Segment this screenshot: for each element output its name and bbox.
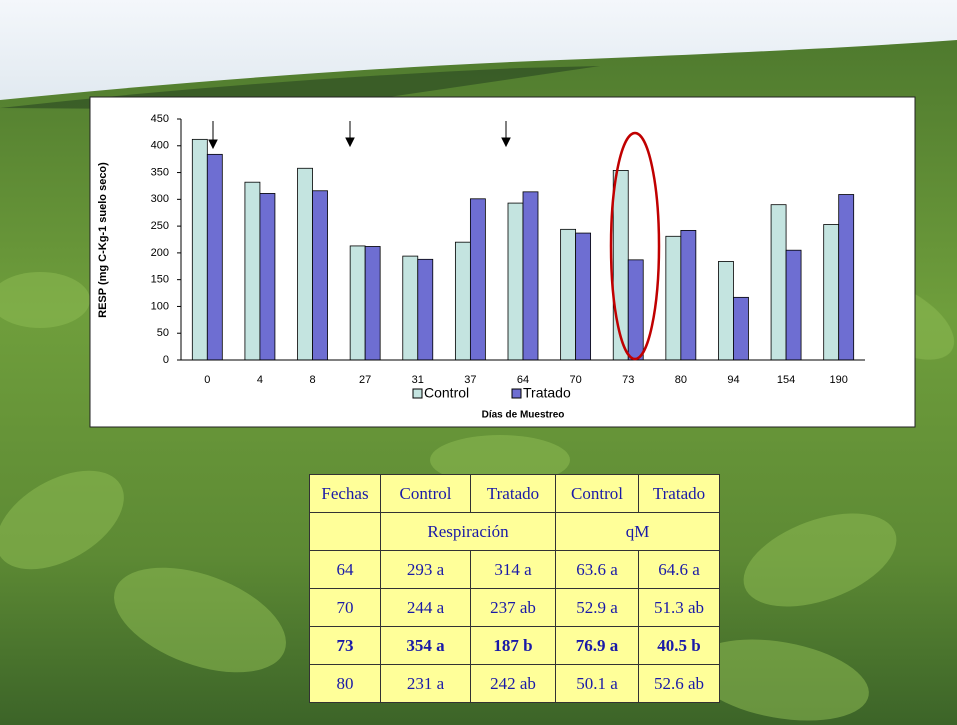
bar	[418, 259, 433, 360]
table-cell: 76.9 a	[556, 627, 639, 665]
table-cell: Tratado	[471, 475, 556, 513]
bar	[403, 256, 418, 360]
bar	[245, 182, 260, 360]
y-tick-label: 150	[151, 274, 169, 286]
x-tick-label: 27	[359, 374, 371, 386]
y-tick-label: 250	[151, 220, 169, 232]
bar	[666, 236, 681, 360]
table-cell: 187 b	[471, 627, 556, 665]
table-cell: 244 a	[381, 589, 471, 627]
bar	[613, 170, 628, 360]
table-cell: 314 a	[471, 551, 556, 589]
table-cell: 237 ab	[471, 589, 556, 627]
x-tick-label: 8	[309, 374, 315, 386]
y-axis-title: RESP (mg C-Kg-1 suelo seco)	[97, 162, 109, 318]
y-tick-label: 450	[151, 113, 169, 125]
bar	[207, 154, 222, 360]
x-tick-label: 80	[675, 374, 687, 386]
table-cell: qM	[556, 513, 720, 551]
bar	[786, 250, 801, 360]
legend-label: Tratado	[523, 385, 571, 401]
table-cell: 80	[310, 665, 381, 703]
bar	[313, 191, 328, 360]
table-cell: 52.6 ab	[639, 665, 720, 703]
x-tick-label: 0	[204, 374, 210, 386]
table-cell: 73	[310, 627, 381, 665]
table-cell	[310, 513, 381, 551]
table-cell: 63.6 a	[556, 551, 639, 589]
legend-label: Control	[424, 385, 469, 401]
y-tick-label: 200	[151, 247, 169, 259]
y-tick-label: 100	[151, 300, 169, 312]
table-cell: 40.5 b	[639, 627, 720, 665]
x-tick-label: 73	[622, 374, 634, 386]
legend-swatch	[413, 389, 422, 398]
table-cell: 242 ab	[471, 665, 556, 703]
table-cell: 64	[310, 551, 381, 589]
table-cell: Respiración	[381, 513, 556, 551]
bar	[523, 192, 538, 360]
bar	[628, 260, 643, 360]
bar	[365, 246, 380, 360]
table-cell: Control	[381, 475, 471, 513]
bar	[718, 261, 733, 360]
table-cell: 293 a	[381, 551, 471, 589]
bar	[192, 139, 207, 360]
table-cell: 231 a	[381, 665, 471, 703]
bar	[298, 168, 313, 360]
y-tick-label: 0	[163, 354, 169, 366]
x-tick-label: 154	[777, 374, 795, 386]
bar	[260, 193, 275, 360]
bar	[561, 229, 576, 360]
table-cell: Fechas	[310, 475, 381, 513]
bar	[733, 297, 748, 360]
y-tick-label: 50	[157, 327, 169, 339]
x-tick-label: 190	[830, 374, 848, 386]
x-tick-label: 70	[569, 374, 581, 386]
bar	[455, 242, 470, 360]
bar	[350, 246, 365, 360]
x-tick-label: 4	[257, 374, 263, 386]
table-cell: 354 a	[381, 627, 471, 665]
bar	[576, 233, 591, 360]
bar	[771, 205, 786, 360]
bar	[508, 203, 523, 360]
x-tick-label: 31	[412, 374, 424, 386]
slide: 0501001502002503003504004500482731376470…	[0, 0, 957, 725]
table-cell: Tratado	[639, 475, 720, 513]
bar	[839, 195, 854, 360]
y-tick-label: 350	[151, 166, 169, 178]
table-cell: 51.3 ab	[639, 589, 720, 627]
bar	[824, 225, 839, 360]
x-tick-label: 94	[727, 374, 739, 386]
table-cell: 70	[310, 589, 381, 627]
x-axis-title: Días de Muestreo	[482, 410, 565, 421]
table-cell: 52.9 a	[556, 589, 639, 627]
bar	[681, 230, 696, 360]
y-tick-label: 300	[151, 193, 169, 205]
table-cell: Control	[556, 475, 639, 513]
bar	[470, 199, 485, 360]
y-tick-label: 400	[151, 140, 169, 152]
table-cell: 64.6 a	[639, 551, 720, 589]
legend-swatch	[512, 389, 521, 398]
table-cell: 50.1 a	[556, 665, 639, 703]
